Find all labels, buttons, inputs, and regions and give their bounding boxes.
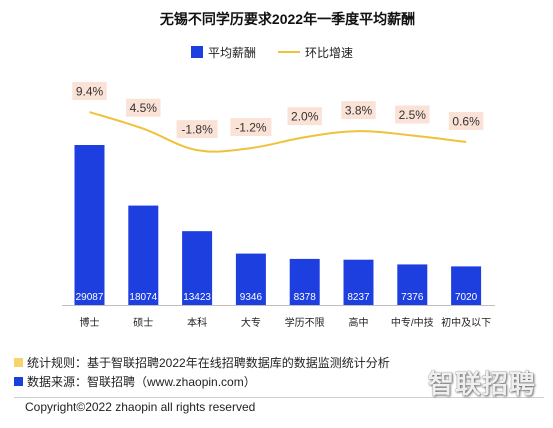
category-label: 本科 [187, 316, 207, 329]
growth-label-background [395, 105, 430, 124]
bar-value-label: 7020 [455, 292, 478, 303]
growth-label-background [126, 98, 161, 117]
legend-label-growth: 环比增速 [305, 45, 354, 60]
bar-value-label: 8378 [294, 292, 317, 303]
bar [343, 259, 374, 305]
growth-data-label: 0.6% [448, 111, 484, 130]
legend-item-growth: 环比增速 [278, 45, 354, 60]
growth-labels: 9.4% 4.5% -1.8% -1.2% 2.0% 3.8% 2.5% 0.6% [72, 82, 484, 139]
legend-item-salary: 平均薪酬 [191, 45, 257, 60]
chart-title: 无锡不同学历要求2022年一季度平均薪酬 [159, 11, 416, 27]
growth-label-text: 4.5% [130, 101, 158, 115]
growth-data-label: 3.8% [341, 101, 376, 120]
category-label: 博士 [80, 316, 100, 329]
growth-label-text: 2.0% [291, 110, 319, 124]
bar-value-label: 8237 [347, 292, 370, 303]
note-rule: 统计规则：基于智联招聘2022年在线招聘数据库的数据监测统计分析 [14, 355, 390, 370]
bar-value-label: 29087 [76, 292, 104, 303]
bar-value-labels: 29087 18074 13423 9346 8378 8237 7376 7020 [76, 292, 478, 303]
growth-label-background [287, 107, 322, 126]
growth-label-text: -1.8% [181, 123, 213, 137]
legend-line-swatch [278, 51, 300, 53]
bar-value-label: 9346 [240, 292, 263, 303]
growth-label-background [72, 82, 107, 101]
legend-label-salary: 平均薪酬 [208, 45, 257, 60]
legend-bar-swatch [191, 46, 203, 58]
note-source: 数据来源：智联招聘（www.zhaopin.com） [14, 374, 256, 389]
growth-data-label: 2.0% [287, 107, 322, 126]
bar [74, 145, 105, 305]
bar [289, 258, 320, 305]
category-label: 大专 [241, 316, 261, 329]
bar-value-label: 7376 [401, 292, 424, 303]
watermark-logo: 智联招聘 [428, 369, 537, 399]
growth-label-text: 0.6% [452, 114, 480, 128]
growth-label-text: -1.2% [235, 121, 267, 135]
bar [451, 266, 482, 305]
note-source-swatch [14, 376, 23, 386]
growth-data-label: -1.8% [176, 120, 218, 139]
growth-data-label: 4.5% [126, 98, 161, 117]
growth-label-background [341, 101, 376, 120]
bar-value-label: 18074 [129, 292, 157, 303]
growth-data-label: 9.4% [72, 82, 107, 101]
growth-data-label: -1.2% [230, 118, 272, 137]
growth-label-background [448, 111, 484, 130]
bar-series [74, 145, 482, 305]
note-rule-swatch [14, 357, 23, 367]
bar [397, 264, 428, 305]
bar-value-label: 13423 [183, 292, 211, 303]
category-label: 中专/中技 [391, 316, 434, 329]
growth-label-text: 9.4% [76, 85, 104, 99]
growth-label-background [230, 118, 272, 137]
growth-label-text: 2.5% [399, 108, 427, 122]
category-label: 硕士 [133, 316, 153, 329]
bar [128, 205, 159, 305]
bar [182, 231, 213, 305]
category-labels: 博士 硕士 本科 大专 学历不限 高中 中专/中技 初中及以下 [80, 316, 492, 329]
growth-data-label: 2.5% [395, 105, 430, 124]
note-rule-text: 统计规则：基于智联招聘2022年在线招聘数据库的数据监测统计分析 [27, 355, 390, 370]
bar [235, 253, 266, 305]
copyright-text: Copyright©2022 zhaopin all rights reserv… [25, 400, 256, 414]
footer-divider [14, 397, 544, 398]
growth-line [89, 111, 467, 153]
note-source-text: 数据来源：智联招聘（www.zhaopin.com） [27, 374, 256, 389]
growth-label-text: 3.8% [345, 104, 373, 118]
category-label: 高中 [349, 316, 369, 329]
category-label: 初中及以下 [441, 316, 491, 329]
growth-label-background [176, 120, 218, 139]
category-label: 学历不限 [285, 316, 325, 329]
